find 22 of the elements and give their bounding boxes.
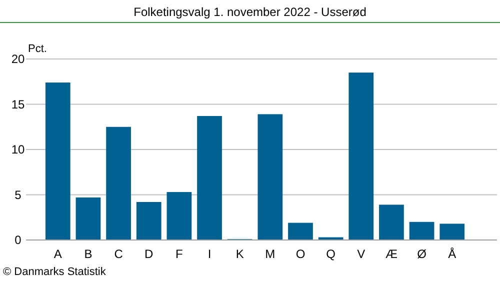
chart-title: Folketingsvalg 1. november 2022 - Usserød [134,5,366,19]
y-tick-label: 10 [11,142,25,157]
x-tick-label: Q [326,247,336,261]
x-tick-label: O [296,247,306,261]
x-tick-label: Æ [385,247,398,261]
x-tick-label: C [114,247,124,261]
x-tick-label: D [144,247,154,261]
text: © Danmarks Statistik [3,266,106,278]
x-tick-label: F [176,247,183,261]
y-tick-label: 0 [14,233,22,248]
y-tick-label: 5 [14,188,22,202]
x-tick-label: K [236,247,244,261]
y-tick-label: 20 [11,52,25,66]
y-axis-title: Pct. [28,43,47,55]
x-tick-label: Å [448,247,456,261]
x-tick-label: Ø [417,247,426,261]
x-tick-label: I [208,247,212,261]
x-tick-label: V [357,247,366,261]
x-tick-label: B [84,247,92,261]
x-tick-label: A [54,247,62,261]
y-tick-label: 15 [11,97,25,112]
x-tick-label: M [265,247,276,261]
